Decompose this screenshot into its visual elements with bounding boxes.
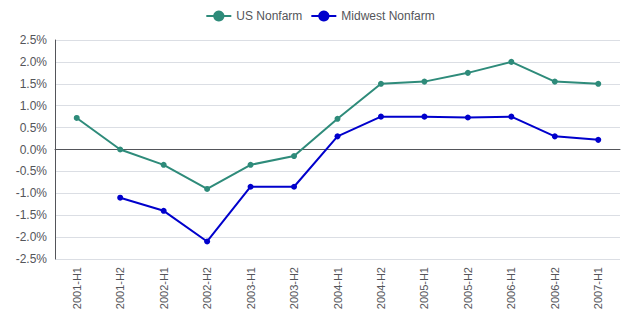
svg-text:2.5%: 2.5% xyxy=(20,33,48,47)
svg-text:-1.5%: -1.5% xyxy=(16,208,48,222)
svg-text:2003-H1: 2003-H1 xyxy=(245,267,257,309)
svg-text:2001-H1: 2001-H1 xyxy=(71,267,83,309)
svg-text:1.0%: 1.0% xyxy=(20,99,48,113)
svg-text:2005-H1: 2005-H1 xyxy=(418,267,430,309)
svg-text:-1.0%: -1.0% xyxy=(16,186,48,200)
svg-text:2003-H2: 2003-H2 xyxy=(288,267,300,309)
svg-text:1.5%: 1.5% xyxy=(20,77,48,91)
svg-text:2005-H2: 2005-H2 xyxy=(462,267,474,309)
svg-text:2004-H2: 2004-H2 xyxy=(375,267,387,309)
svg-text:2.0%: 2.0% xyxy=(20,55,48,69)
svg-text:0.5%: 0.5% xyxy=(20,121,48,135)
svg-text:Midwest Nonfarm: Midwest Nonfarm xyxy=(341,9,434,23)
svg-text:2002-H1: 2002-H1 xyxy=(158,267,170,309)
svg-text:2004-H1: 2004-H1 xyxy=(332,267,344,309)
svg-text:2002-H2: 2002-H2 xyxy=(201,267,213,309)
svg-text:-2.5%: -2.5% xyxy=(16,252,48,266)
svg-text:0.0%: 0.0% xyxy=(20,143,48,157)
svg-text:US Nonfarm: US Nonfarm xyxy=(236,9,302,23)
svg-text:2006-H1: 2006-H1 xyxy=(505,267,517,309)
svg-text:2001-H2: 2001-H2 xyxy=(114,267,126,309)
svg-text:-0.5%: -0.5% xyxy=(16,164,48,178)
svg-text:-2.0%: -2.0% xyxy=(16,230,48,244)
svg-text:2007-H1: 2007-H1 xyxy=(592,267,604,309)
svg-text:2006-H2: 2006-H2 xyxy=(549,267,561,309)
